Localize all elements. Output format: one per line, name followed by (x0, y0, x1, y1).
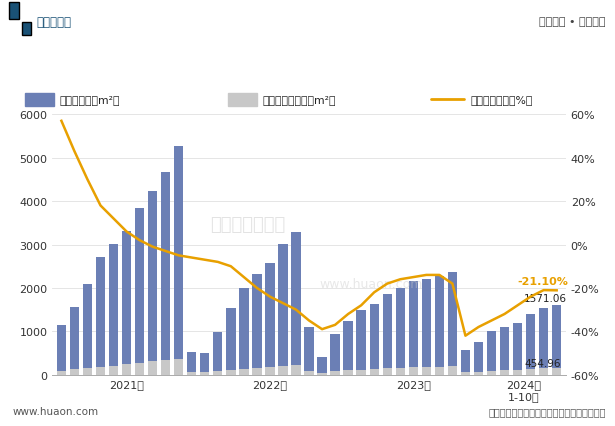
Bar (174, 359, 183, 375)
Bar (474, 343, 483, 375)
Bar (122, 231, 131, 375)
Bar (317, 357, 327, 375)
Bar (383, 368, 392, 375)
Bar (539, 308, 549, 375)
Bar (461, 372, 470, 375)
Bar (239, 288, 248, 375)
Bar (435, 276, 444, 375)
Text: 454.96: 454.96 (524, 358, 561, 368)
Bar (226, 308, 236, 375)
Bar (395, 288, 405, 375)
FancyBboxPatch shape (22, 23, 31, 36)
Text: 2021-2024年10月广西壮族自治区房地产商品住宅及商品住宅现房销售面积: 2021-2024年10月广西壮族自治区房地产商品住宅及商品住宅现房销售面积 (148, 58, 467, 72)
Bar (448, 366, 457, 375)
Bar (265, 367, 275, 375)
Bar (228, 93, 257, 107)
Bar (343, 321, 353, 375)
Bar (552, 368, 561, 375)
Bar (513, 370, 522, 375)
FancyBboxPatch shape (9, 3, 19, 20)
Bar (187, 352, 196, 375)
Bar (109, 366, 118, 375)
Bar (83, 368, 92, 375)
Bar (83, 285, 92, 375)
Bar (448, 272, 457, 375)
Bar (265, 263, 275, 375)
Bar (278, 244, 288, 375)
Bar (252, 368, 261, 375)
Bar (25, 93, 54, 107)
Bar (292, 232, 301, 375)
Bar (96, 367, 105, 375)
Bar (330, 371, 340, 375)
Bar (330, 334, 340, 375)
Bar (239, 369, 248, 375)
Text: 华经产业研究院: 华经产业研究院 (210, 215, 285, 233)
Bar (357, 370, 366, 375)
Bar (422, 279, 431, 375)
Bar (135, 363, 145, 375)
Bar (317, 373, 327, 375)
Bar (200, 372, 210, 375)
Bar (161, 172, 170, 375)
Bar (370, 369, 379, 375)
Bar (513, 323, 522, 375)
Bar (487, 371, 496, 375)
Bar (252, 274, 261, 375)
Bar (122, 364, 131, 375)
Bar (304, 371, 314, 375)
Bar (69, 307, 79, 375)
Bar (109, 244, 118, 375)
Bar (343, 371, 353, 375)
Bar (474, 372, 483, 375)
Bar (487, 331, 496, 375)
Bar (383, 294, 392, 375)
Bar (213, 332, 223, 375)
Text: 商品住宅增速（%）: 商品住宅增速（%） (470, 95, 533, 105)
Bar (408, 368, 418, 375)
Bar (435, 367, 444, 375)
Text: www.huaon.com: www.huaon.com (319, 277, 423, 291)
Bar (395, 368, 405, 375)
Bar (526, 369, 535, 375)
Text: 1571.06: 1571.06 (524, 294, 567, 304)
Text: 商品住宅现房（万m²）: 商品住宅现房（万m²） (262, 95, 336, 105)
Bar (148, 361, 157, 375)
Text: 商品住宅（万m²）: 商品住宅（万m²） (59, 95, 119, 105)
Bar (500, 371, 509, 375)
Text: 华经情报网: 华经情报网 (37, 16, 72, 29)
Bar (69, 369, 79, 375)
Bar (500, 327, 509, 375)
Text: 数据来源：国家统计局；华经产业研究院整理: 数据来源：国家统计局；华经产业研究院整理 (488, 406, 606, 416)
Bar (226, 370, 236, 375)
Bar (408, 282, 418, 375)
Bar (96, 257, 105, 375)
Bar (304, 327, 314, 375)
Bar (213, 371, 223, 375)
Bar (461, 350, 470, 375)
Bar (57, 325, 66, 375)
Bar (552, 305, 561, 375)
Bar (370, 304, 379, 375)
Text: 专业严谨 • 客观科学: 专业严谨 • 客观科学 (539, 17, 606, 27)
Bar (187, 372, 196, 375)
Bar (135, 208, 145, 375)
Bar (174, 147, 183, 375)
Bar (357, 310, 366, 375)
Bar (422, 367, 431, 375)
Bar (57, 371, 66, 375)
Text: www.huaon.com: www.huaon.com (12, 406, 98, 416)
Bar (292, 365, 301, 375)
Text: -21.10%: -21.10% (518, 276, 568, 286)
Bar (539, 368, 549, 375)
Bar (161, 360, 170, 375)
Bar (148, 191, 157, 375)
Bar (200, 353, 210, 375)
Bar (526, 314, 535, 375)
Bar (278, 366, 288, 375)
